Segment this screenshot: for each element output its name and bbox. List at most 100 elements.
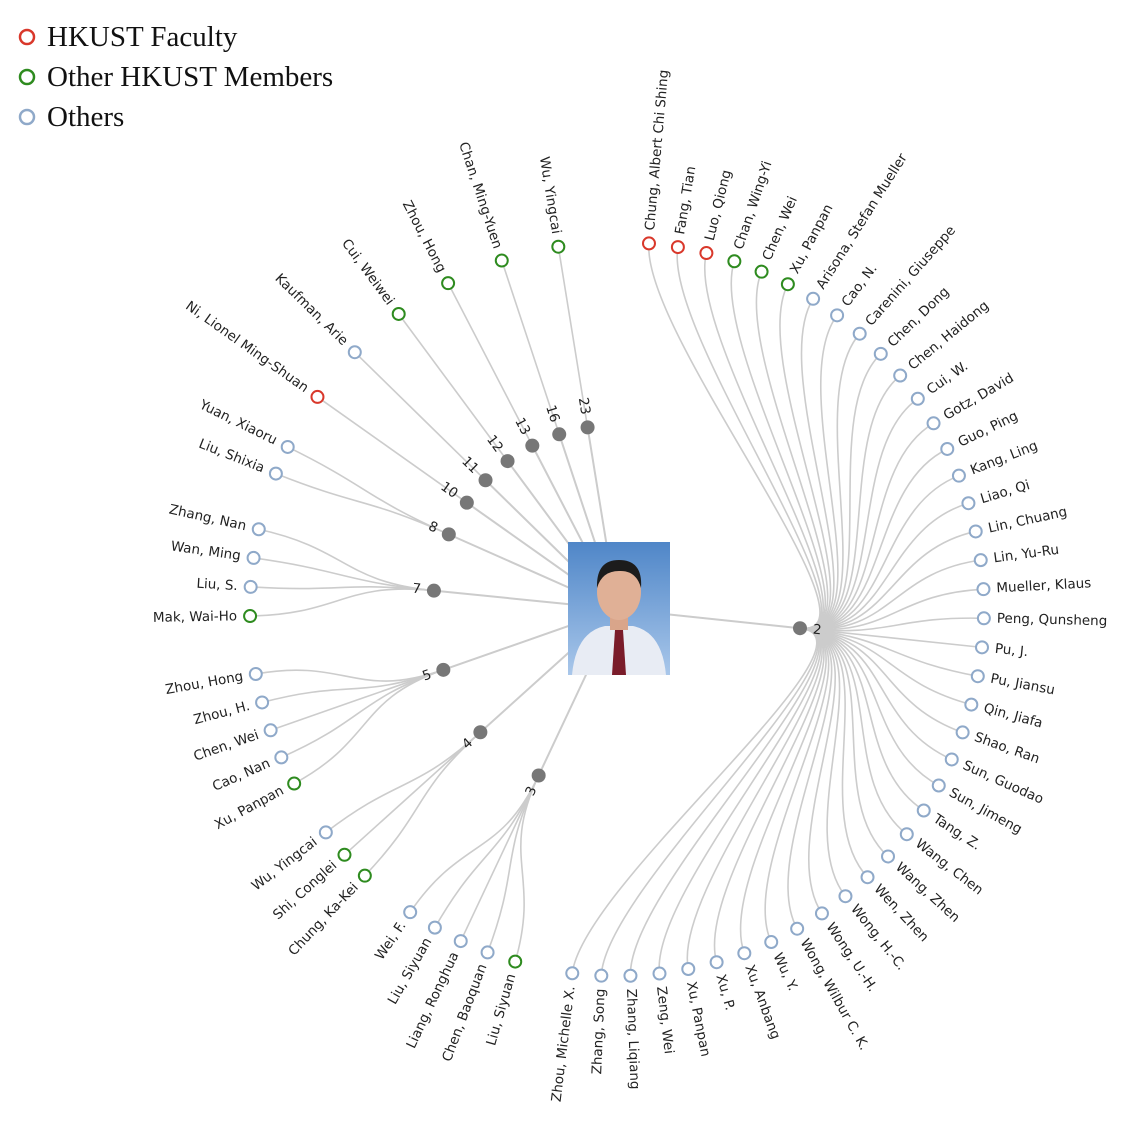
- member-label: Shao, Ran: [972, 729, 1042, 767]
- member-label: Cui, Weiwei: [338, 236, 397, 308]
- member-edge: [409, 775, 540, 913]
- member-edge: [739, 627, 827, 954]
- center-photo[interactable]: [568, 542, 670, 675]
- member-node: [727, 254, 742, 269]
- member-label: Lin, Yu-Ru: [993, 542, 1060, 567]
- member-edge: [287, 446, 450, 536]
- member-edge: [270, 669, 444, 732]
- member-edge: [787, 627, 833, 930]
- member-edge: [447, 282, 534, 447]
- group-hub: [580, 420, 595, 435]
- member-edge: [799, 627, 869, 878]
- member-node: [391, 306, 406, 321]
- member-label: Xu, Panpan: [683, 980, 713, 1058]
- member-node: [976, 611, 991, 626]
- member-edge: [730, 261, 826, 630]
- member-node: [961, 496, 976, 511]
- member-node: [814, 906, 829, 921]
- member-node: [916, 803, 931, 818]
- group-count: 7: [412, 581, 422, 598]
- member-edge: [799, 627, 925, 812]
- legend-marker: [18, 28, 36, 46]
- member-label: Pu, J.: [994, 641, 1029, 660]
- legend-label: Other HKUST Members: [47, 61, 333, 93]
- member-node: [508, 954, 523, 969]
- member-node: [280, 439, 295, 454]
- member-label: Kang, Ling: [968, 438, 1040, 479]
- member-edge: [250, 588, 434, 617]
- member-edge: [486, 775, 540, 953]
- group-count: 13: [511, 415, 533, 438]
- member-edge: [557, 246, 589, 428]
- member-node: [709, 955, 724, 970]
- member-node: [951, 468, 966, 483]
- member-node: [910, 391, 925, 406]
- member-edge: [799, 627, 847, 897]
- member-node: [931, 778, 946, 793]
- member-label: Fang, Tian: [672, 165, 699, 236]
- member-label: Cao, N.: [838, 261, 880, 310]
- member-node: [357, 868, 372, 883]
- member-label: Zhang, Liqiang: [623, 988, 643, 1089]
- member-edge: [354, 351, 487, 481]
- member-edge: [250, 586, 434, 592]
- member-label: Mak, Wai-Ho: [153, 608, 237, 626]
- group-hub: [500, 454, 515, 469]
- legend: HKUST Faculty Other HKUST Members Others: [18, 21, 333, 133]
- member-node: [594, 968, 609, 983]
- member-edge: [261, 669, 444, 704]
- group-hub: [531, 768, 546, 783]
- member-node: [243, 609, 258, 624]
- legend-label: Others: [47, 101, 124, 133]
- group-hub: [525, 438, 540, 453]
- group-count: 3: [522, 784, 540, 799]
- member-label: Zhou, H.: [192, 698, 252, 728]
- member-label: Zeng, Wei: [653, 986, 677, 1055]
- member-node: [940, 441, 955, 456]
- member-label: Wan, Ming: [170, 538, 242, 564]
- member-node: [246, 550, 261, 565]
- member-node: [263, 723, 278, 738]
- legend-marker: [18, 108, 36, 126]
- member-node: [860, 870, 875, 885]
- member-node: [453, 934, 468, 949]
- member-edge: [799, 374, 901, 630]
- member-edge: [325, 731, 481, 834]
- edges: [250, 243, 984, 976]
- member-edge: [779, 283, 832, 630]
- member-edge: [281, 669, 444, 759]
- member-edge: [799, 422, 934, 630]
- member-label: Wu, Yingcai: [536, 156, 564, 236]
- group-hub: [552, 427, 567, 442]
- group-count: 23: [575, 396, 594, 416]
- member-edge: [799, 627, 837, 914]
- member-node: [754, 264, 769, 279]
- member-node: [893, 368, 908, 383]
- member-node: [251, 522, 266, 537]
- member-node: [968, 524, 983, 539]
- member-edge: [275, 472, 450, 536]
- member-node: [243, 579, 258, 594]
- member-label: Mueller, Klaus: [996, 575, 1092, 596]
- member-edge: [648, 243, 821, 630]
- member-edge: [398, 313, 509, 462]
- member-edge: [713, 627, 825, 963]
- group-count: 12: [483, 432, 506, 455]
- member-label: Zhou, Hong: [164, 668, 244, 698]
- member-node: [255, 695, 270, 710]
- member-label: Qin, Jiafa: [982, 700, 1045, 731]
- member-label: Zhang, Nan: [168, 502, 248, 535]
- member-label: Lin, Chuang: [987, 504, 1069, 537]
- member-node: [976, 582, 991, 597]
- member-edge: [258, 528, 434, 592]
- member-label: Luo, Qiong: [702, 168, 735, 242]
- group-hub: [792, 621, 807, 636]
- member-node: [806, 291, 821, 306]
- member-edge: [343, 731, 481, 856]
- member-edge: [600, 627, 819, 976]
- group-hub: [441, 527, 456, 542]
- member-label: Liu, S.: [196, 576, 238, 594]
- member-edge: [799, 502, 969, 630]
- member-label: Zhang, Song: [589, 988, 609, 1074]
- member-node: [310, 389, 325, 404]
